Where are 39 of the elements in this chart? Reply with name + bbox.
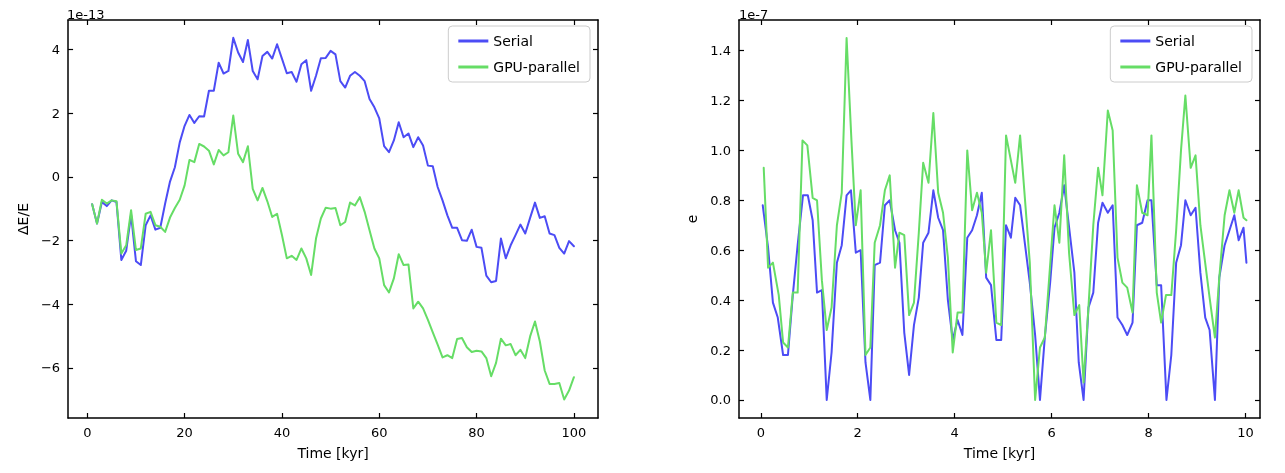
x-axis-title: Time [kyr] [296,445,369,461]
y-tick-label: 0.2 [710,342,731,358]
legend-label: GPU-parallel [1155,59,1243,75]
y-tick-label: −6 [40,360,61,376]
y-tick-label: 0.0 [710,392,731,408]
y-tick-label: −4 [40,296,61,312]
x-tick-label: 8 [1144,425,1153,440]
x-tick-label: 10 [1237,425,1254,440]
x-tick-label: 0 [83,425,92,440]
y-axis-title: e [684,214,701,224]
y-tick-label: 4 [51,41,61,57]
annotation: 1e-13 [67,7,105,22]
x-tick-label: 60 [370,425,388,440]
y-tick-label: 0.8 [710,192,731,208]
y-tick-label: 1.4 [710,43,731,59]
x-tick-label: 40 [273,425,291,440]
x-tick-label: 2 [853,425,862,440]
y-tick-label: 0.4 [710,292,731,308]
legend-label: Serial [1155,33,1195,49]
line-series [762,37,1248,401]
y-tick-label: 1.0 [710,142,731,158]
y-tick-label: −2 [40,233,61,249]
x-axis-title: Time [kyr] [962,445,1036,461]
annotation: 1e-7 [739,7,769,22]
x-tick-label: 100 [561,425,587,440]
line-series [761,184,1248,401]
y-tick-label: 2 [51,105,61,121]
x-tick-label: 80 [468,425,485,440]
x-tick-label: 20 [176,425,193,440]
legend-label: GPU-parallel [493,59,581,75]
x-tick-label: 4 [950,425,959,440]
legend-label: Serial [493,33,533,49]
y-tick-label: 0 [51,169,61,185]
x-tick-label: 6 [1047,425,1056,440]
y-axis-title: ΔE/E [15,203,31,235]
x-tick-label: 0 [756,425,765,440]
y-tick-label: 1.2 [710,92,731,108]
line-series [91,114,575,401]
y-tick-label: 0.6 [710,242,731,258]
